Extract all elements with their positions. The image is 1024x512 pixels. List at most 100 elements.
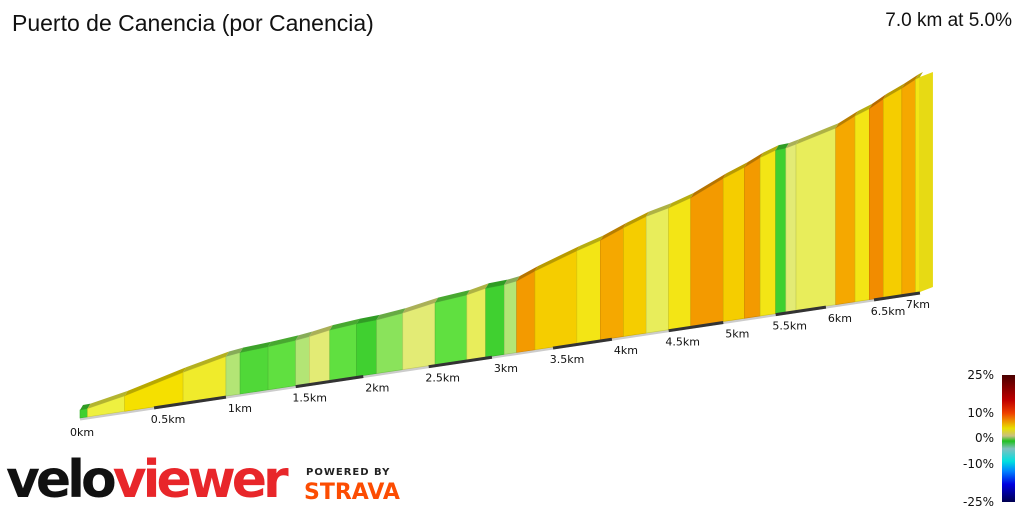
climb-summary: 7.0 km at 5.0% [885, 10, 1012, 31]
x-tick-label: 6.5km [871, 305, 906, 318]
segment-top-face [376, 308, 406, 320]
gradient-segment [883, 87, 903, 298]
segment-top-face [504, 276, 520, 285]
gradient-segment [835, 115, 856, 305]
legend-label: -10% [962, 457, 994, 471]
gradient-segment [576, 240, 601, 344]
distance-band [775, 305, 827, 317]
gradient-segment [356, 319, 377, 377]
segment-top-face [329, 318, 360, 331]
segment-top-face [295, 331, 313, 341]
gradient-segment [376, 312, 404, 374]
gradient-segment [722, 166, 745, 322]
climb-title: Puerto de Canencia (por Canencia) [12, 10, 374, 36]
segment-top-face [835, 111, 859, 129]
x-tick-label: 3km [494, 362, 518, 375]
x-tick-label: 4.5km [665, 336, 700, 349]
segment-top-face [915, 71, 923, 80]
distance-band [153, 395, 227, 410]
segment-top-face [485, 279, 508, 289]
segment-top-face [623, 211, 650, 228]
x-tick-label: 7km [906, 298, 930, 311]
segment-top-face [435, 289, 470, 303]
segment-top-face [402, 297, 439, 314]
profile-end-face [919, 71, 933, 293]
x-tick-label: 2km [365, 382, 389, 395]
segment-top-face [760, 145, 779, 158]
segment-top-face [600, 222, 627, 241]
powered-by-label: POWERED BY [306, 467, 391, 478]
segment-top-face [668, 192, 694, 208]
gradient-segment [868, 98, 884, 300]
gradient-segment [775, 147, 787, 314]
gradient-segment [329, 323, 357, 381]
segment-top-face [901, 74, 919, 89]
gradient-segment [402, 302, 436, 370]
segment-top-face [80, 403, 91, 410]
segment-top-face [516, 266, 538, 282]
x-tick-label: 5.5km [772, 320, 807, 333]
gradient-segment [267, 339, 297, 391]
gradient-segment [744, 157, 761, 319]
gradient-segment [516, 270, 536, 353]
distance-band [552, 337, 613, 350]
segment-top-face [785, 139, 800, 149]
gradient-segment [668, 197, 692, 331]
gradient-segment [239, 346, 269, 395]
gradient-segment [645, 207, 669, 334]
gradient-segment [795, 127, 837, 311]
gradient-segment [295, 336, 310, 386]
gradient-segment [690, 177, 724, 327]
gradient-segment [485, 284, 505, 358]
gradient-segment [785, 143, 797, 313]
distance-band [428, 355, 493, 369]
gradient-segment [759, 149, 776, 317]
x-tick-label: 5km [725, 328, 749, 341]
x-tick-label: 1.5km [292, 392, 327, 405]
x-tick-label: 2.5km [425, 372, 460, 385]
x-tick-label: 3.5km [550, 353, 585, 366]
segment-top-face [268, 335, 299, 347]
segment-top-face [855, 103, 873, 117]
gradient-segment [901, 78, 916, 296]
gradient-segment [309, 329, 331, 384]
segment-top-face [796, 123, 839, 145]
segment-top-face [775, 143, 789, 151]
segment-top-face [576, 235, 604, 251]
legend-label: -25% [962, 495, 994, 509]
segment-top-face [744, 152, 764, 168]
segment-top-face [869, 93, 887, 109]
gradient-segment [623, 215, 647, 337]
segment-top-face [183, 351, 229, 373]
segment-top-face [466, 283, 489, 295]
segment-top-face [883, 83, 905, 99]
segment-top-face [309, 325, 333, 337]
legend-label: 25% [967, 368, 994, 382]
segment-top-face [646, 202, 672, 217]
segment-top-face [87, 390, 128, 409]
gradient-segment [225, 352, 241, 397]
segment-top-face [240, 341, 272, 353]
segment-top-face [124, 367, 187, 396]
segment-top-face [534, 245, 580, 272]
x-tick-label: 1km [228, 402, 252, 415]
segment-top-face [690, 173, 727, 198]
veloviewer-logo[interactable]: veloviewer [6, 450, 289, 510]
legend-label: 10% [967, 406, 994, 420]
x-tick-label: 0km [70, 426, 94, 439]
gradient-segment [504, 280, 517, 355]
segment-top-face [723, 162, 748, 179]
segment-top-face [225, 347, 244, 357]
x-tick-label: 6km [828, 312, 852, 325]
gradient-segment [854, 108, 870, 303]
gradient-color-bar [1002, 375, 1015, 502]
strava-logo[interactable]: STRAVA [304, 480, 400, 505]
gradient-segment [466, 287, 487, 361]
gradient-segment [79, 408, 88, 419]
distance-band [873, 291, 921, 302]
legend-label: 0% [974, 431, 994, 445]
segment-top-face [356, 314, 380, 324]
gradient-segment [434, 294, 468, 366]
gradient-segment [600, 227, 624, 341]
